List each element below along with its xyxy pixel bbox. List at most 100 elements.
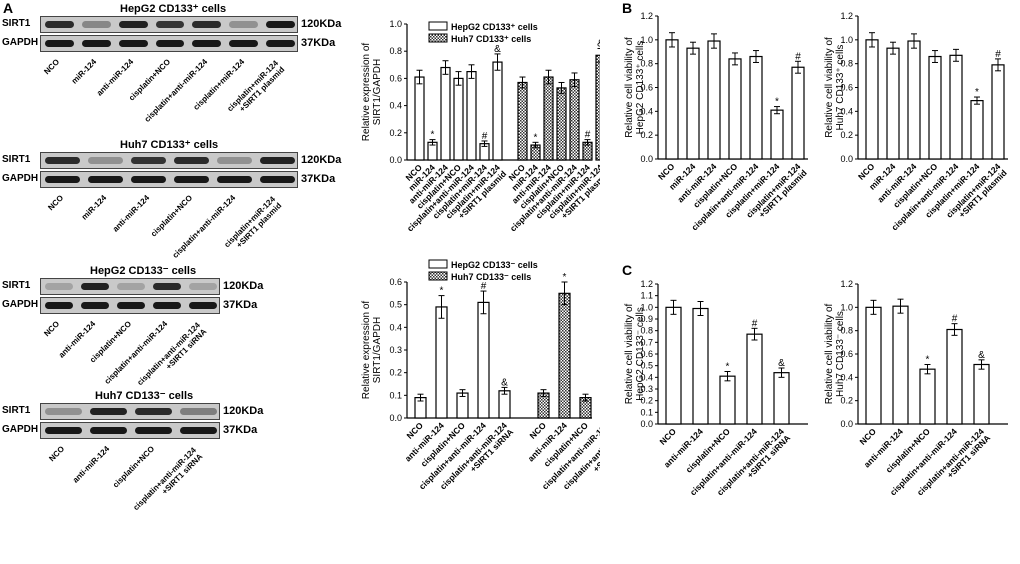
y-axis-label: HepG2 CD133⁻ cells <box>635 307 646 401</box>
y-tick-label: 0.5 <box>640 361 653 371</box>
significance-mark: * <box>975 87 979 98</box>
blot-band <box>131 157 166 164</box>
chart-viability-hepg2-cd133-positive: 0.0 0.2 0.4 0.6 0.8 1.0 1.2 Relative cell viabi… <box>624 11 809 232</box>
blot-band <box>229 21 259 28</box>
blot-band <box>45 302 73 309</box>
y-tick-label: 0.4 <box>640 106 653 116</box>
y-tick-label: 0.1 <box>640 407 653 417</box>
panel-letter-a: A <box>3 0 14 16</box>
chart-viability-huh7-cd133-negative: 0.0 0.2 0.4 0.6 0.8 1.0 1.2 Relative cell viabi… <box>824 279 1008 497</box>
blot-band <box>155 40 185 47</box>
blot-mw-label: 120KDa <box>223 405 264 417</box>
bar <box>949 54 963 160</box>
significance-mark: * <box>926 355 930 366</box>
blot-mw-label: 37KDa <box>223 299 258 311</box>
blot-band <box>217 176 252 183</box>
bar <box>791 66 805 160</box>
blot-band <box>131 176 166 183</box>
y-tick-label: 0.0 <box>389 413 402 423</box>
chart-sirt1-expression-cd133-positive: 0.0 0.2 0.4 0.6 0.8 1.0 Relative expression of… <box>361 19 600 233</box>
blot-band <box>266 40 295 47</box>
blot-band <box>180 427 217 434</box>
blot-mw-label: 37KDa <box>301 37 336 49</box>
y-tick-label: 0.8 <box>840 326 853 336</box>
y-axis-label: Relative expression of <box>361 43 372 142</box>
y-tick-label: 1.2 <box>840 279 853 289</box>
chart-viability-huh7-cd133-positive: 0.0 0.2 0.4 0.6 0.8 1.0 1.2 Relative cell viabi… <box>824 11 1009 232</box>
y-tick-label: 0.6 <box>389 73 402 83</box>
blot-band <box>135 408 172 415</box>
y-axis-label: Relative cell viability of <box>624 37 635 138</box>
y-tick-label: 1.0 <box>840 302 853 312</box>
y-tick-label: 0.3 <box>640 384 653 394</box>
blot-band <box>117 302 145 309</box>
significance-mark: & <box>978 350 985 361</box>
blot-strip <box>40 278 220 295</box>
blot-band <box>81 21 111 28</box>
blot-band <box>45 427 82 434</box>
y-axis-label: HepG2 CD133⁺ cells <box>635 41 646 135</box>
bar <box>970 100 984 160</box>
bar <box>886 47 900 160</box>
legend-label: Huh7 CD133⁻ cells <box>451 272 531 282</box>
significance-mark: # <box>952 314 958 325</box>
blot-band <box>153 283 181 290</box>
significance-mark: # <box>795 51 801 62</box>
significance-mark: & <box>501 377 508 388</box>
blot-strip <box>40 152 298 169</box>
y-tick-label: 1.1 <box>640 291 653 301</box>
y-axis-label: Relative cell viability of <box>824 37 835 138</box>
blot-band <box>192 40 222 47</box>
blot-band <box>189 302 217 309</box>
blot-band <box>155 21 185 28</box>
bar <box>665 306 682 425</box>
y-tick-label: 0.5 <box>389 300 402 310</box>
y-tick-label: 0.0 <box>840 419 853 429</box>
y-tick-label: 0.2 <box>389 128 402 138</box>
bar <box>773 372 790 425</box>
bar <box>728 58 742 160</box>
significance-mark: * <box>775 97 779 108</box>
blot-row-label: SIRT1 <box>2 280 31 291</box>
y-tick-label: 1.2 <box>840 11 853 21</box>
bar <box>453 77 464 161</box>
bar <box>466 70 477 161</box>
bar <box>440 66 451 161</box>
legend-swatch <box>428 259 448 269</box>
blot-row-label: GAPDH <box>2 173 39 184</box>
x-tick-label: NCO <box>657 426 678 447</box>
bar <box>973 363 990 425</box>
bar <box>686 47 700 160</box>
bar <box>692 307 709 425</box>
blot-title: Huh7 CD133⁺ cells <box>120 139 219 151</box>
y-tick-label: 1.2 <box>640 279 653 289</box>
significance-mark: * <box>563 272 567 283</box>
significance-mark: & <box>597 38 600 49</box>
bar <box>746 333 763 425</box>
blot-band <box>192 21 222 28</box>
y-axis-label: Relative cell viability of <box>624 303 635 404</box>
significance-mark: * <box>726 362 730 373</box>
blot-strip <box>40 35 298 52</box>
bar <box>595 54 600 161</box>
significance-mark: # <box>585 130 591 141</box>
legend-label: Huh7 CD133⁺ cells <box>451 34 531 44</box>
y-axis-label: Relative cell viability of <box>824 303 835 404</box>
blot-band <box>88 157 123 164</box>
panel-letter-c: C <box>622 262 633 278</box>
bar <box>707 40 721 160</box>
blot-band <box>266 21 295 28</box>
significance-mark: * <box>440 286 444 297</box>
y-axis-label: Huh7 CD133⁺ cells <box>835 45 846 131</box>
y-tick-label: 0.0 <box>840 154 853 164</box>
significance-mark: * <box>534 132 538 143</box>
y-tick-label: 0.8 <box>640 326 653 336</box>
blot-mw-label: 37KDa <box>301 173 336 185</box>
legend-swatch <box>428 271 448 281</box>
blot-row-label: SIRT1 <box>2 18 31 29</box>
blot-strip <box>40 16 298 33</box>
blot-band <box>117 283 145 290</box>
y-tick-label: 0.0 <box>640 419 653 429</box>
blot-band <box>88 176 123 183</box>
bar <box>498 390 511 419</box>
